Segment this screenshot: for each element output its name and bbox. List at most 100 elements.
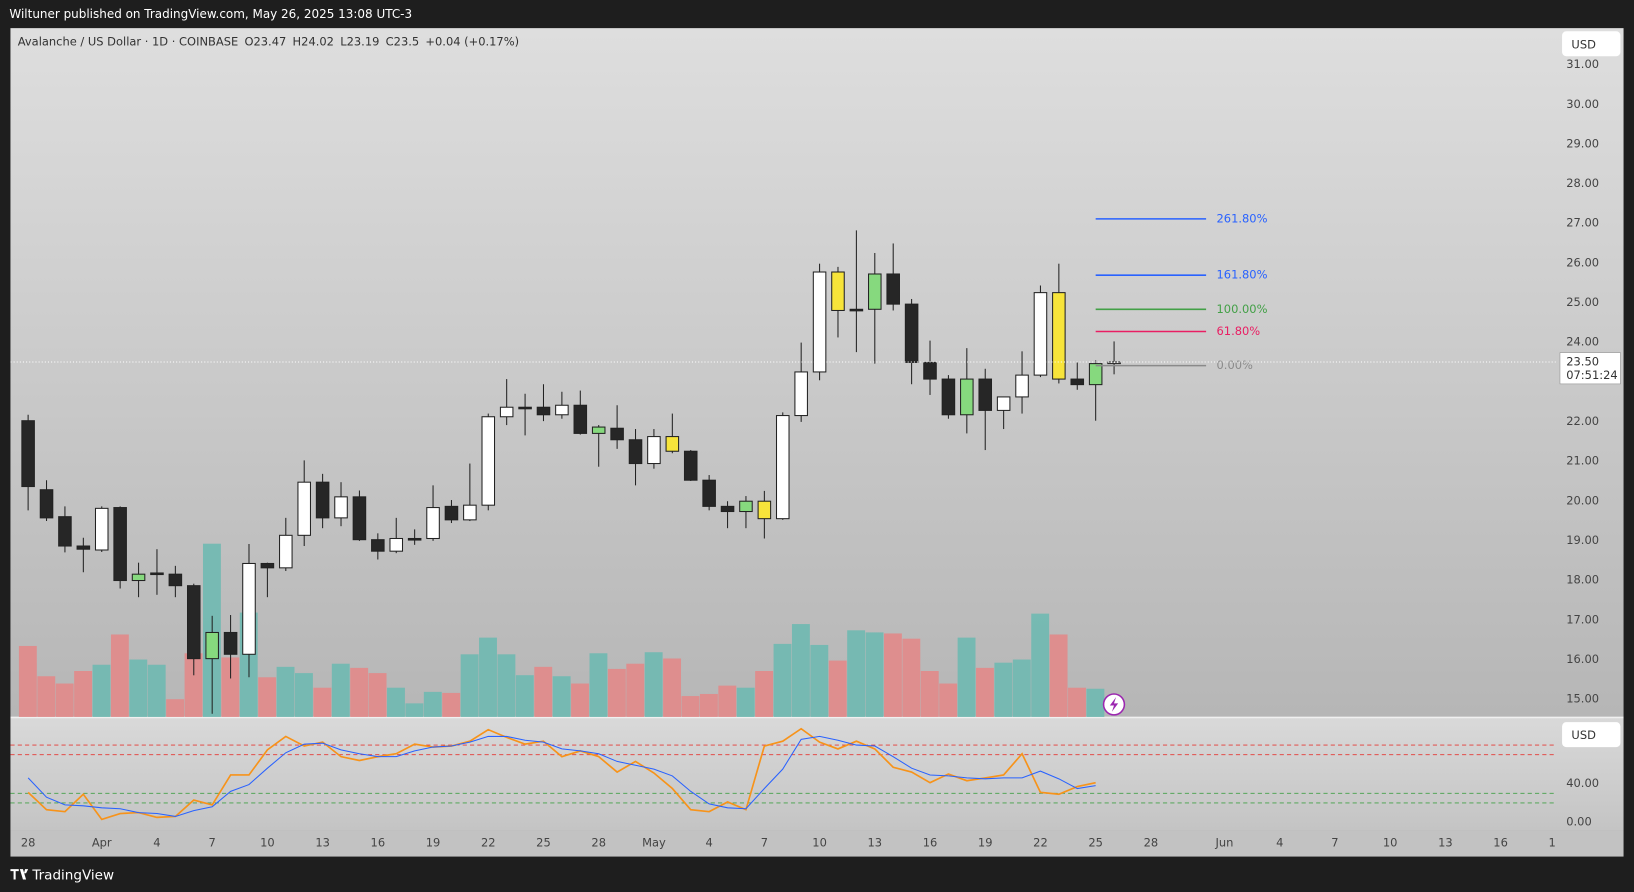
candle-body — [923, 361, 937, 380]
x-tick-label: 19 — [978, 836, 993, 850]
volume-bar — [847, 630, 866, 717]
currency-button[interactable] — [1562, 31, 1621, 57]
volume-bar — [460, 654, 479, 717]
volume-bar — [773, 643, 792, 717]
y-tick-label: 20.00 — [1566, 493, 1599, 507]
y-tick-label: 24.00 — [1566, 335, 1599, 349]
candle-body — [297, 481, 311, 536]
last-price-label: 23.50 — [1566, 355, 1599, 369]
volume-bar — [110, 634, 129, 717]
y-tick-label: 0.00 — [1566, 815, 1592, 829]
x-tick-label: 22 — [1033, 836, 1048, 850]
brand-logo — [10, 869, 29, 880]
x-tick-label: 16 — [1493, 836, 1508, 850]
candle-body — [720, 505, 735, 513]
x-tick-label: Jun — [1215, 836, 1234, 850]
candle-body — [702, 479, 716, 507]
volume-bar — [552, 676, 571, 717]
close-value: 23.5 — [394, 34, 420, 48]
volume-bar — [939, 683, 958, 717]
candle-body — [886, 273, 900, 305]
candle-body — [868, 273, 882, 310]
x-tick-label: 13 — [1438, 836, 1453, 850]
candle-body — [76, 545, 91, 550]
candle-body — [610, 427, 624, 441]
x-tick-label: 28 — [21, 836, 36, 850]
currency-button[interactable] — [1562, 722, 1621, 748]
y-tick-label: 15.00 — [1566, 692, 1599, 706]
change: +0.04 (+0.17%) — [425, 34, 519, 48]
volume-bar — [184, 653, 203, 717]
y-tick-label: 26.00 — [1566, 255, 1599, 269]
volume-bar — [1031, 613, 1050, 717]
x-tick-label: 22 — [481, 836, 496, 850]
y-tick-label: 19.00 — [1566, 533, 1599, 547]
candle-body — [315, 481, 330, 519]
x-tick-label: 4 — [153, 836, 160, 850]
bolt — [1109, 697, 1119, 712]
open-label: O — [244, 34, 253, 48]
candle-body — [463, 504, 477, 521]
y-tick-label: 27.00 — [1566, 216, 1599, 230]
countdown: 07:51:24 — [1566, 368, 1617, 382]
volume-bar — [166, 699, 185, 717]
high-value: 24.02 — [301, 34, 334, 48]
volume-bar — [644, 652, 663, 717]
volume-bar — [1049, 634, 1068, 717]
close-label: C — [386, 34, 394, 48]
volume-bar — [442, 692, 461, 717]
currency-label: USD — [1571, 728, 1596, 742]
x-tick-label: 28 — [1144, 836, 1159, 850]
candle-body — [334, 496, 348, 519]
x-tick-label: 10 — [812, 836, 827, 850]
legend: Avalanche / US Dollar · 1D · COINBASE O23… — [18, 34, 519, 48]
fib-label: 0.00% — [1217, 358, 1254, 372]
volume-bar — [258, 677, 277, 717]
candle-body — [1052, 292, 1066, 380]
candle-body — [242, 562, 256, 655]
candle-body — [352, 496, 367, 541]
candle-body — [223, 631, 238, 655]
volume-bar — [626, 663, 645, 717]
candle-body — [536, 406, 551, 416]
x-tick-label: 19 — [426, 836, 441, 850]
last-price-box — [1559, 352, 1621, 385]
x-tick-label: 19 — [1549, 836, 1564, 850]
volume-bar — [350, 667, 369, 717]
x-tick-label: 7 — [761, 836, 768, 850]
candle-body — [205, 631, 219, 660]
x-tick-label: 10 — [260, 836, 275, 850]
candle-body — [831, 271, 845, 311]
x-tick-label: Apr — [92, 836, 112, 850]
volume-bar — [791, 624, 810, 717]
volume-bar — [699, 693, 718, 717]
candle-body — [665, 436, 680, 452]
volume-bar — [147, 664, 166, 717]
volume-bar — [1086, 688, 1105, 717]
volume-bar — [994, 662, 1013, 717]
low-label: L — [340, 34, 347, 48]
volume-bar — [902, 638, 921, 717]
candle-body — [113, 507, 127, 582]
volume-bar — [1012, 659, 1031, 717]
volume-bar — [497, 654, 516, 717]
volume-bar — [74, 671, 93, 717]
candle-body — [407, 537, 422, 541]
oscillator-line — [27, 727, 1096, 821]
fib-label: 61.80% — [1217, 324, 1261, 338]
volume-bar — [718, 685, 737, 717]
candle-body — [591, 426, 606, 434]
x-tick-label: 4 — [1276, 836, 1283, 850]
volume-bar — [534, 666, 553, 717]
y-tick-label: 21.00 — [1566, 454, 1599, 468]
x-tick-label: 16 — [371, 836, 386, 850]
candle-body — [757, 500, 772, 520]
candle-body — [1015, 374, 1029, 398]
volume-bar — [221, 657, 240, 717]
currency-label: USD — [1571, 37, 1596, 51]
volume-bar — [755, 671, 774, 717]
volume-bar — [1068, 687, 1086, 717]
x-tick-label: 7 — [209, 836, 216, 850]
y-tick-label: 30.00 — [1566, 97, 1599, 111]
